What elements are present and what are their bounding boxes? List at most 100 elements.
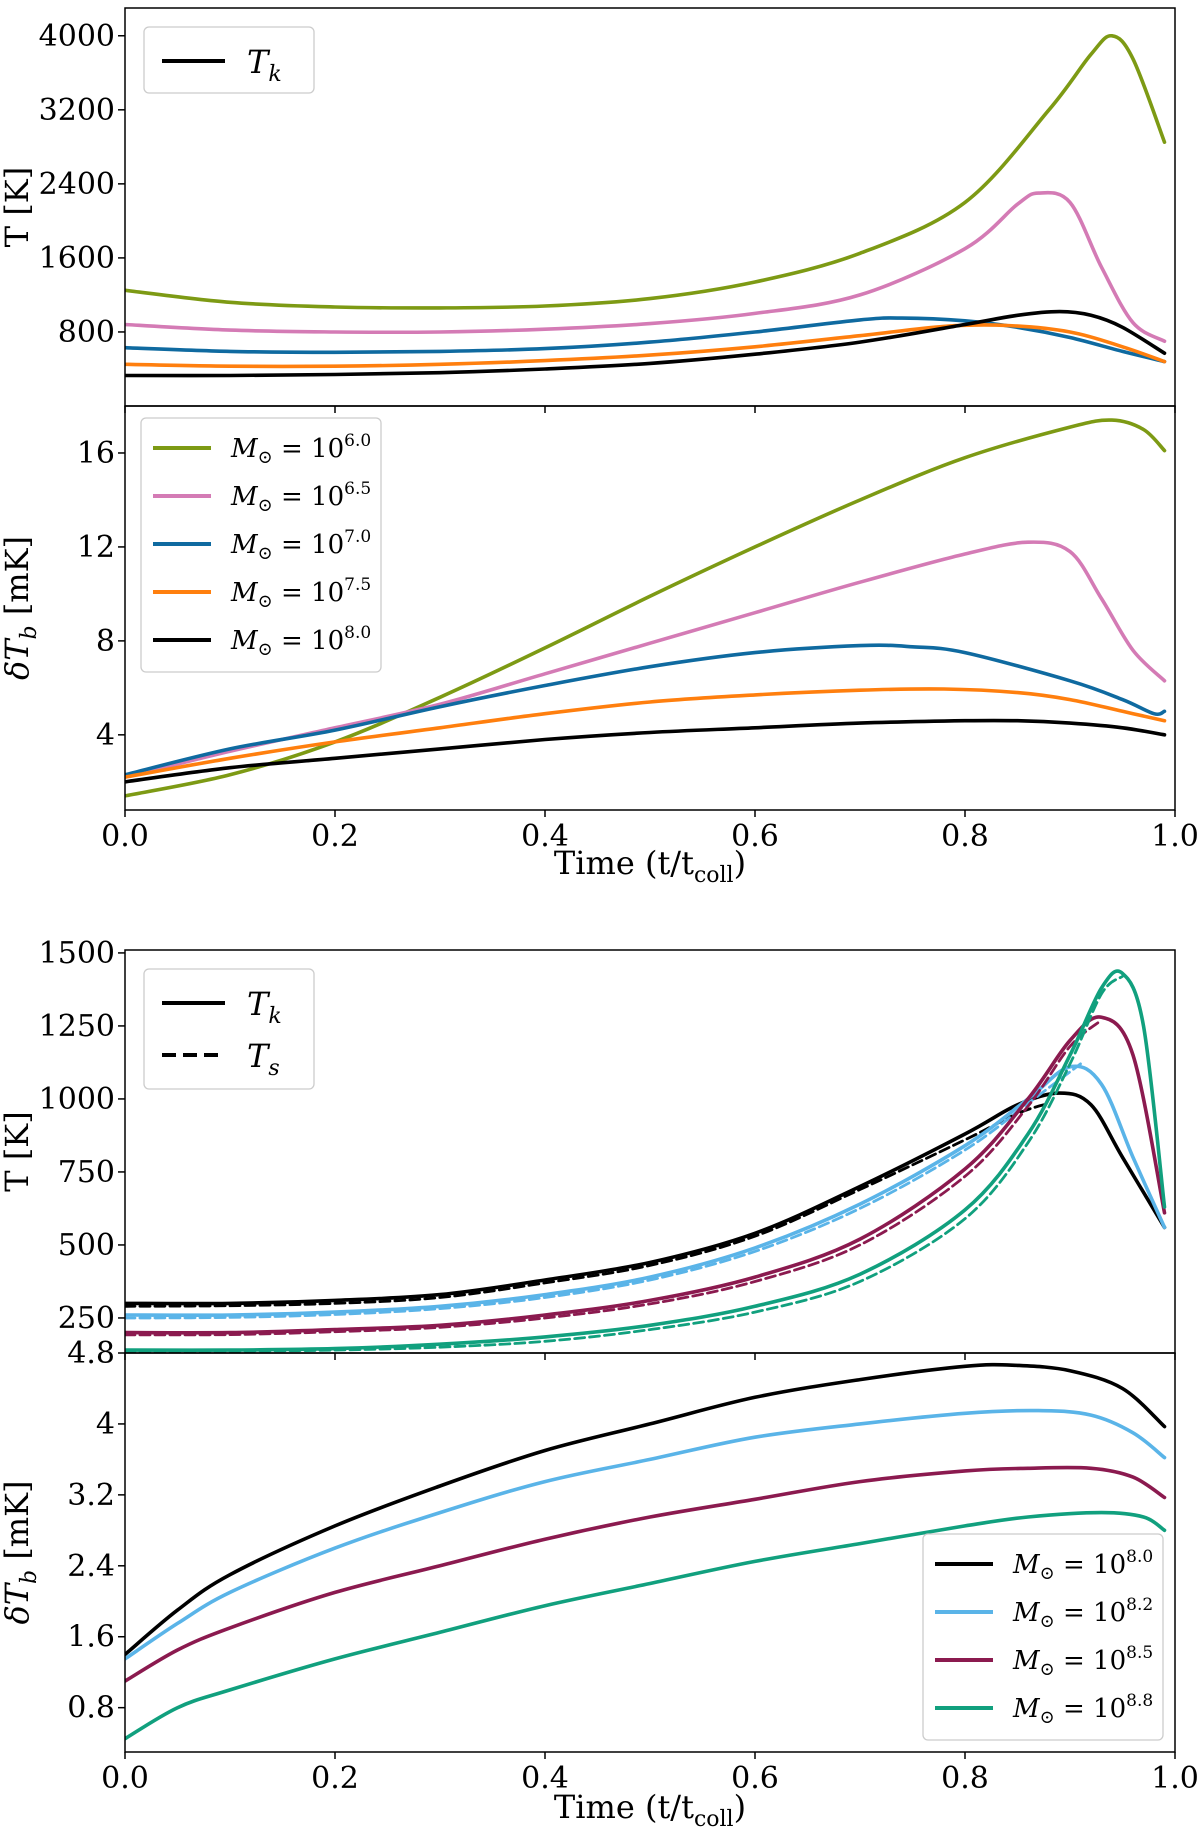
legend-base: M [230,482,259,512]
legend-base: M [1012,1646,1041,1676]
x-tick-label: 0.0 [101,1761,149,1796]
series-lines [125,33,1167,378]
series-line-4 [125,309,1167,378]
xlabel-main: Time (t/t [554,844,694,882]
series-line-4 [125,1015,1167,1335]
series-line-5 [125,1018,1103,1337]
legend-sub: ⊙ [258,639,273,660]
legend-label-1: Ts [247,1037,280,1081]
legend-sub: ⊙ [1040,1563,1055,1584]
series-line-2 [125,1064,1167,1318]
y-tick-label: 4 [96,718,115,753]
y-tick-label: 8 [96,624,115,659]
legend-exp: 7.0 [344,527,371,547]
ylabel-sub: b [17,1570,42,1584]
y-tick-label: 12 [77,530,115,565]
legend-label-2: M⊙ = 107.0 [230,527,371,564]
x-tick-label: 0.6 [731,819,779,854]
y-tick-label: 0.8 [67,1691,115,1726]
legend-base: M [1012,1598,1041,1628]
legend-box [140,417,382,673]
series-line-1 [125,190,1167,343]
series-line-2 [125,316,1167,364]
legend-eq: = 10 [1055,1598,1126,1628]
y-tick-label: 1600 [39,241,115,276]
legend-exp: 6.0 [344,431,371,451]
legend-exp: 6.5 [344,479,371,499]
x-axis-label: Time (t/tcoll) [554,844,746,888]
x-tick-label: 1.0 [1151,1761,1199,1796]
series-line-3 [125,687,1167,779]
legend-sub: ⊙ [1040,1611,1055,1632]
series-line-1 [125,1101,1051,1308]
legend-label-1: M⊙ = 108.2 [1012,1595,1153,1632]
xlabel-sub: coll [694,863,734,888]
series-line-3 [125,1062,1082,1320]
y-tick-label: 1.6 [67,1620,115,1655]
series-line-2 [125,643,1167,777]
legend-base: M [230,578,259,608]
panel-1-bottom: 4 8 12 16 0.0 0.2 0.4 0.6 0.8 1.0 δTb [mK] Time (t/… [0,405,1199,888]
x-tick-label: 0.8 [941,819,989,854]
legend: Tk [143,26,315,94]
legend-exp: 8.2 [1126,1595,1153,1615]
y-tick-label: 4 [96,1407,115,1442]
legend-eq: = 10 [273,530,344,560]
legend-main: T [247,1037,271,1075]
y-tick-label: 800 [58,315,115,350]
y-axis-label: δTb [mK] [0,1480,42,1624]
x-tick-label: 0.0 [101,819,149,854]
legend-eq: = 10 [273,578,344,608]
legend-main: T [247,43,271,81]
legend-exp: 8.5 [1126,1643,1153,1663]
legend-box [922,1533,1164,1741]
legend-base: M [1012,1550,1041,1580]
legend-sub: ⊙ [1040,1659,1055,1680]
legend-base: M [230,626,259,656]
plot-frame [124,1352,1176,1753]
y-tick-label: 3.2 [67,1478,115,1513]
y-tick-label: 4000 [39,19,115,54]
series-lines [125,418,1167,798]
legend-eq: = 10 [273,434,344,464]
legend: M⊙ = 108.0M⊙ = 108.2M⊙ = 108.5M⊙ = 108.8 [922,1533,1164,1741]
series-line-1 [125,1408,1167,1661]
panel-1-top: 800 1600 2400 3200 4000 T [K] Tk [0,7,1176,413]
y-tick-label: 500 [58,1228,115,1263]
legend-base: M [230,434,259,464]
x-tick-label: 0.2 [311,819,359,854]
series-line-6 [125,969,1167,1352]
y-tick-label: 3200 [39,93,115,128]
legend-base: M [1012,1694,1041,1724]
x-tick-label: 0.2 [311,1761,359,1796]
series-lines [125,1362,1167,1741]
y-tick-label: 750 [58,1155,115,1190]
legend-label-3: M⊙ = 108.8 [1012,1691,1153,1728]
legend-sub: s [268,1056,279,1081]
series-line-3 [125,323,1167,369]
legend-label-0: Tk [247,43,282,87]
legend-sub: ⊙ [258,591,273,612]
y-axis-label: T [K] [0,167,36,247]
ylabel-delta: δT [0,1581,36,1624]
xlabel-main: Time (t/t [554,1788,694,1826]
legend-label-0: M⊙ = 108.0 [1012,1547,1153,1584]
legend-eq: = 10 [1055,1694,1126,1724]
legend-label-1: M⊙ = 106.5 [230,479,371,516]
legend-base: M [230,530,259,560]
legend-exp: 8.0 [1126,1547,1153,1567]
plot-frame [124,405,1176,811]
legend: Tk Ts [143,968,315,1090]
legend-eq: = 10 [273,626,344,656]
xlabel-close: ) [734,844,746,882]
ylabel-delta: δT [0,637,36,680]
legend-sub: ⊙ [258,543,273,564]
legend-label-0: Tk [247,985,282,1029]
series-line-0 [125,1362,1167,1657]
legend: M⊙ = 106.0M⊙ = 106.5M⊙ = 107.0M⊙ = 107.5… [140,417,382,673]
legend-sub: k [268,62,281,87]
legend-box [143,968,315,1090]
x-tick-label: 0.8 [941,1761,989,1796]
